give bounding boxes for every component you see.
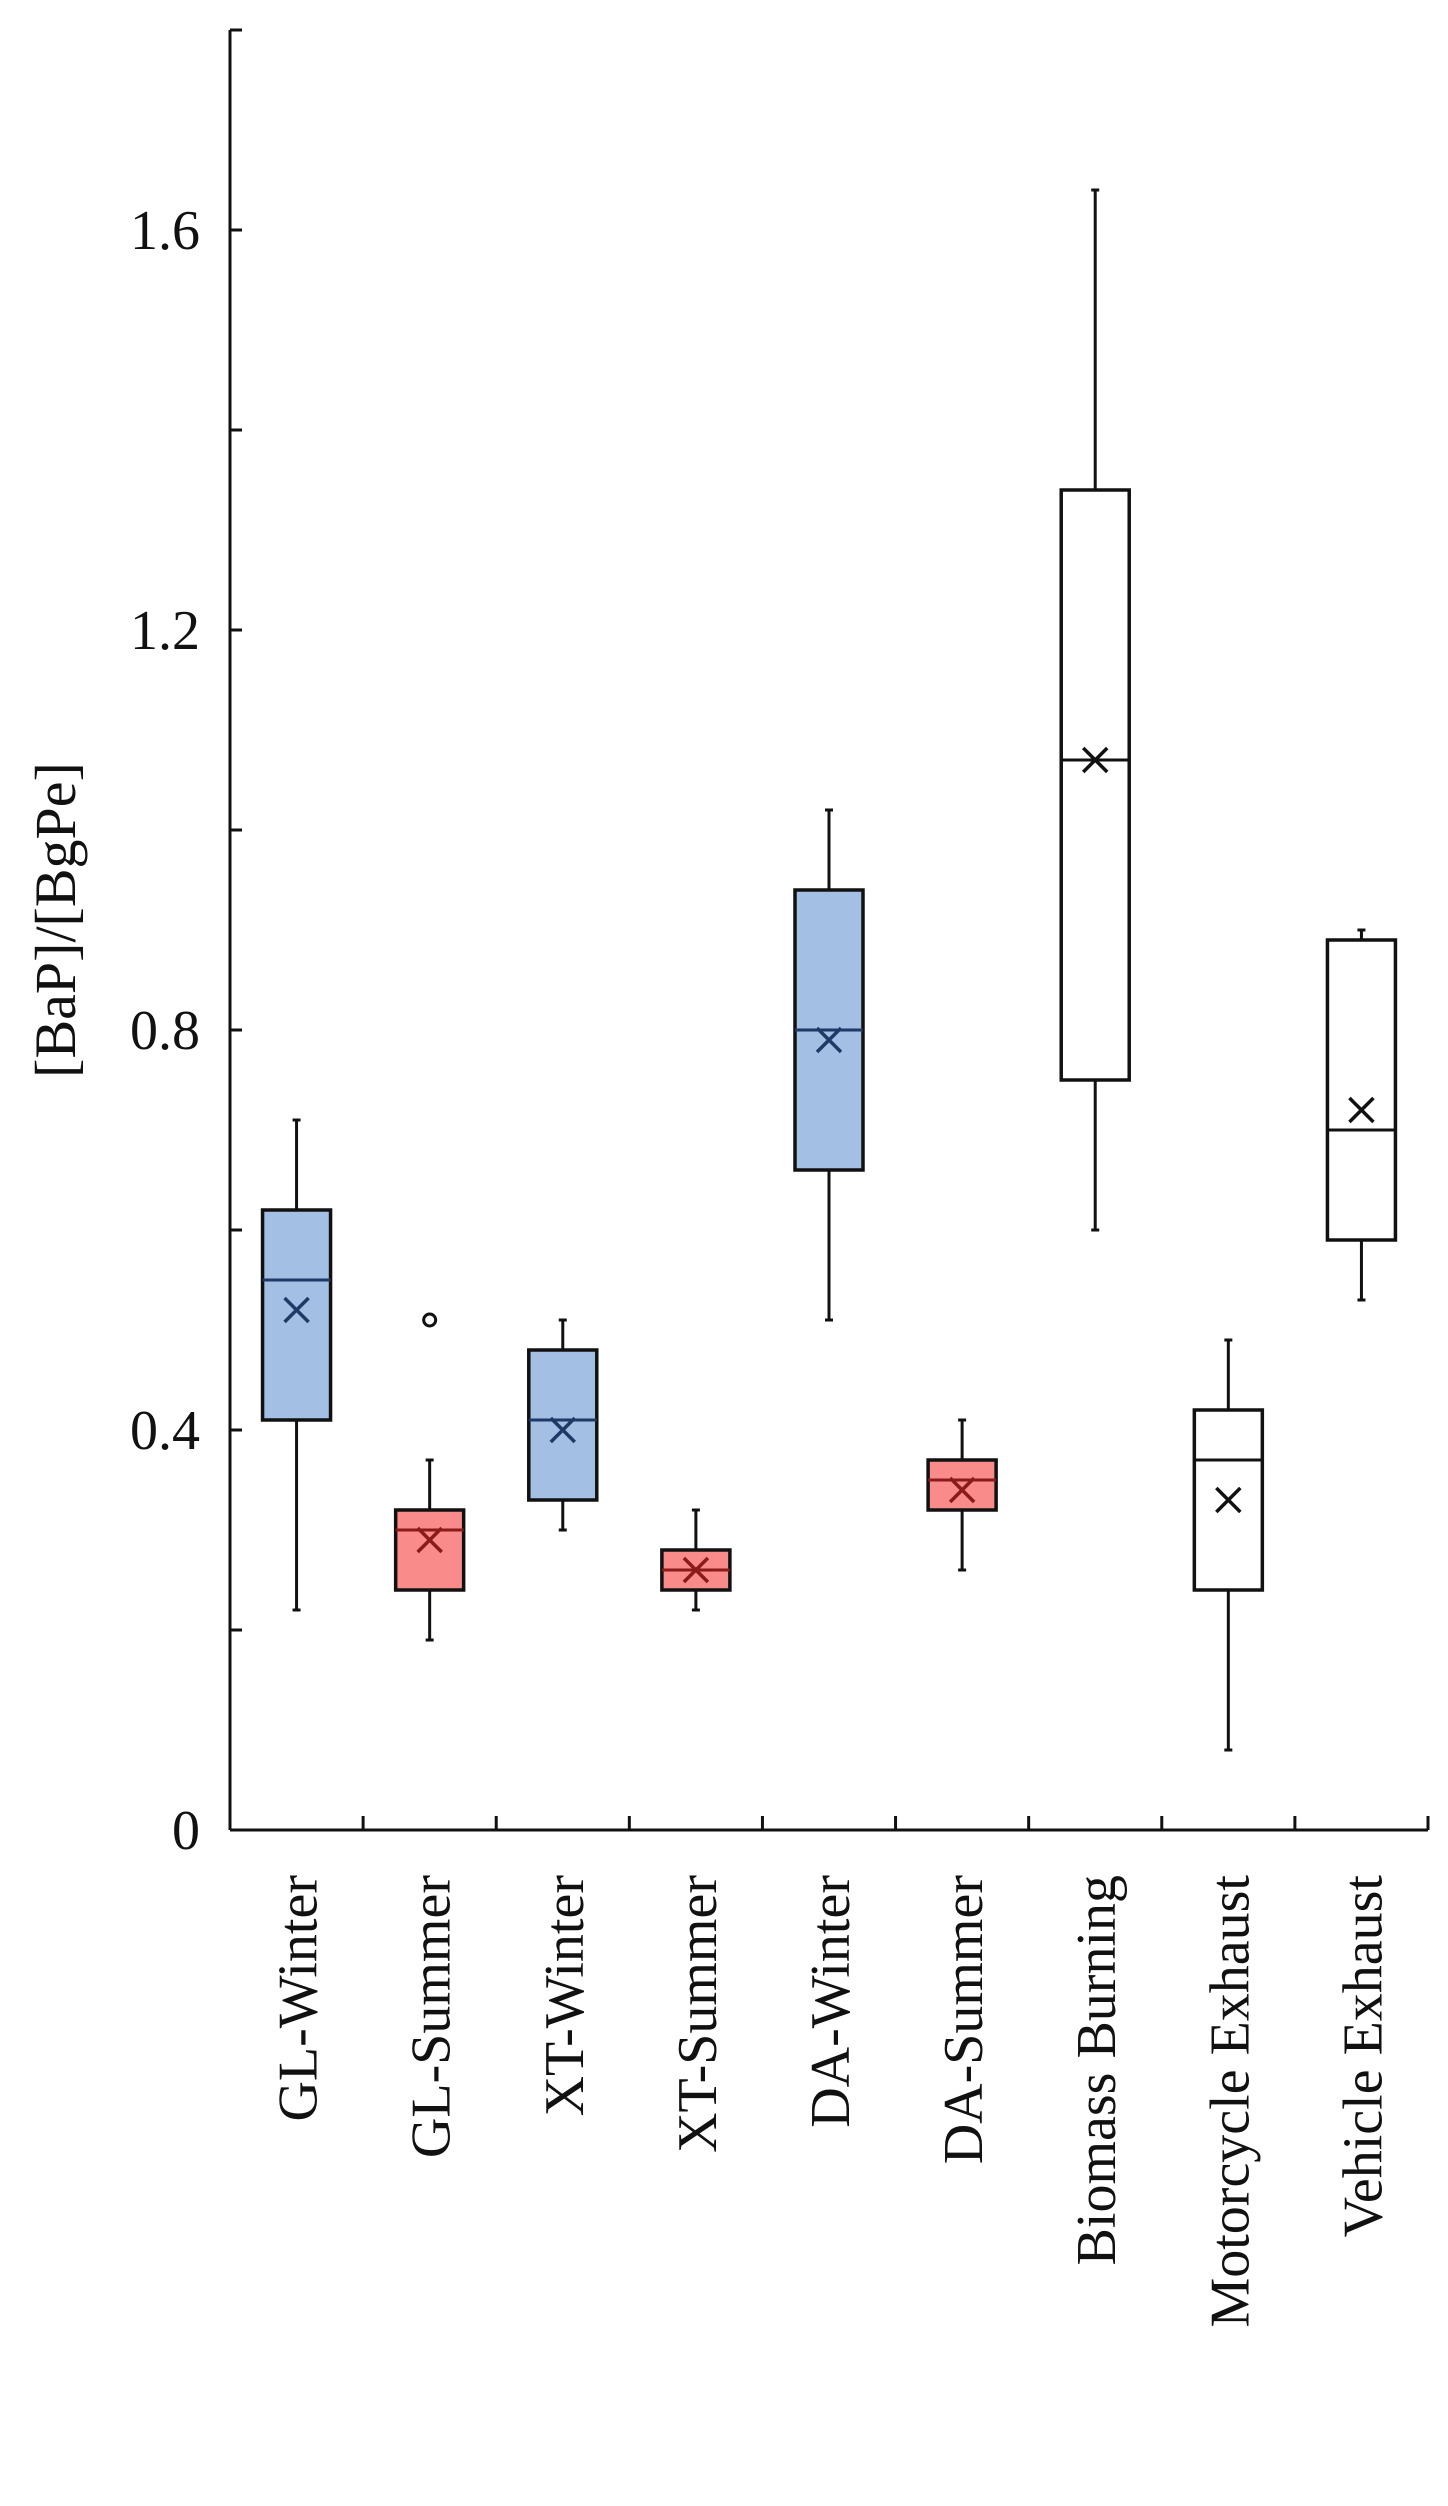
box-iqr — [1325, 938, 1398, 1242]
box-iqr — [260, 1208, 333, 1422]
box-iqr — [527, 1348, 599, 1502]
x-category-label: Vehicle Exhaust — [1332, 1875, 1394, 2238]
x-category-label: Biomass Burning — [1066, 1875, 1128, 2265]
box-series — [260, 188, 1398, 1752]
x-category-label: DA-Winter — [800, 1875, 862, 2128]
x-category-label: DA-Summer — [933, 1875, 995, 2165]
x-category-label: XT-Summer — [667, 1875, 729, 2153]
y-tick-label: 0.4 — [130, 1400, 200, 1462]
box-vehicle-exhaust — [1325, 928, 1398, 1302]
box-iqr — [1059, 488, 1131, 1082]
mean-marker — [815, 1026, 843, 1054]
box-biomass-burning — [1059, 188, 1131, 1232]
mean-marker — [549, 1416, 577, 1444]
y-axis: 0 0.4 0.8 1.2 1.6 — [130, 28, 242, 1862]
box-xt-summer — [660, 1508, 732, 1612]
mean-marker — [1215, 1486, 1242, 1514]
y-tick-label: 0 — [172, 1800, 200, 1862]
outlier-point — [422, 1312, 438, 1328]
y-axis-title: [BaP]/[BgPe] — [23, 762, 88, 1078]
box-motorcycle-exhaust — [1192, 1338, 1265, 1752]
box-gl-summer — [393, 1312, 466, 1642]
box-gl-winter — [260, 1118, 333, 1612]
mean-marker — [416, 1526, 443, 1554]
mean-marker — [1081, 746, 1109, 774]
box-xt-winter — [527, 1318, 599, 1532]
x-category-label: GL-Winter — [268, 1875, 330, 2122]
mean-marker — [1348, 1096, 1375, 1124]
mean-marker — [948, 1476, 976, 1504]
x-category-label: GL-Summer — [401, 1875, 463, 2158]
y-tick-label: 0.8 — [130, 1000, 200, 1062]
x-axis: GL-Winter GL-Summer XT-Winter XT-Summer DA-W… — [230, 1816, 1430, 2328]
y-tick-label: 1.6 — [130, 200, 200, 262]
box-iqr — [393, 1508, 466, 1592]
x-category-label: Motorcycle Exhaust — [1199, 1875, 1261, 2328]
x-category-label: XT-Winter — [534, 1875, 596, 2117]
y-tick-label: 1.2 — [130, 600, 200, 662]
mean-marker — [283, 1296, 310, 1324]
box-da-winter — [793, 808, 865, 1322]
box-iqr — [926, 1458, 998, 1512]
mean-marker — [682, 1556, 710, 1584]
box-da-summer — [926, 1418, 998, 1572]
